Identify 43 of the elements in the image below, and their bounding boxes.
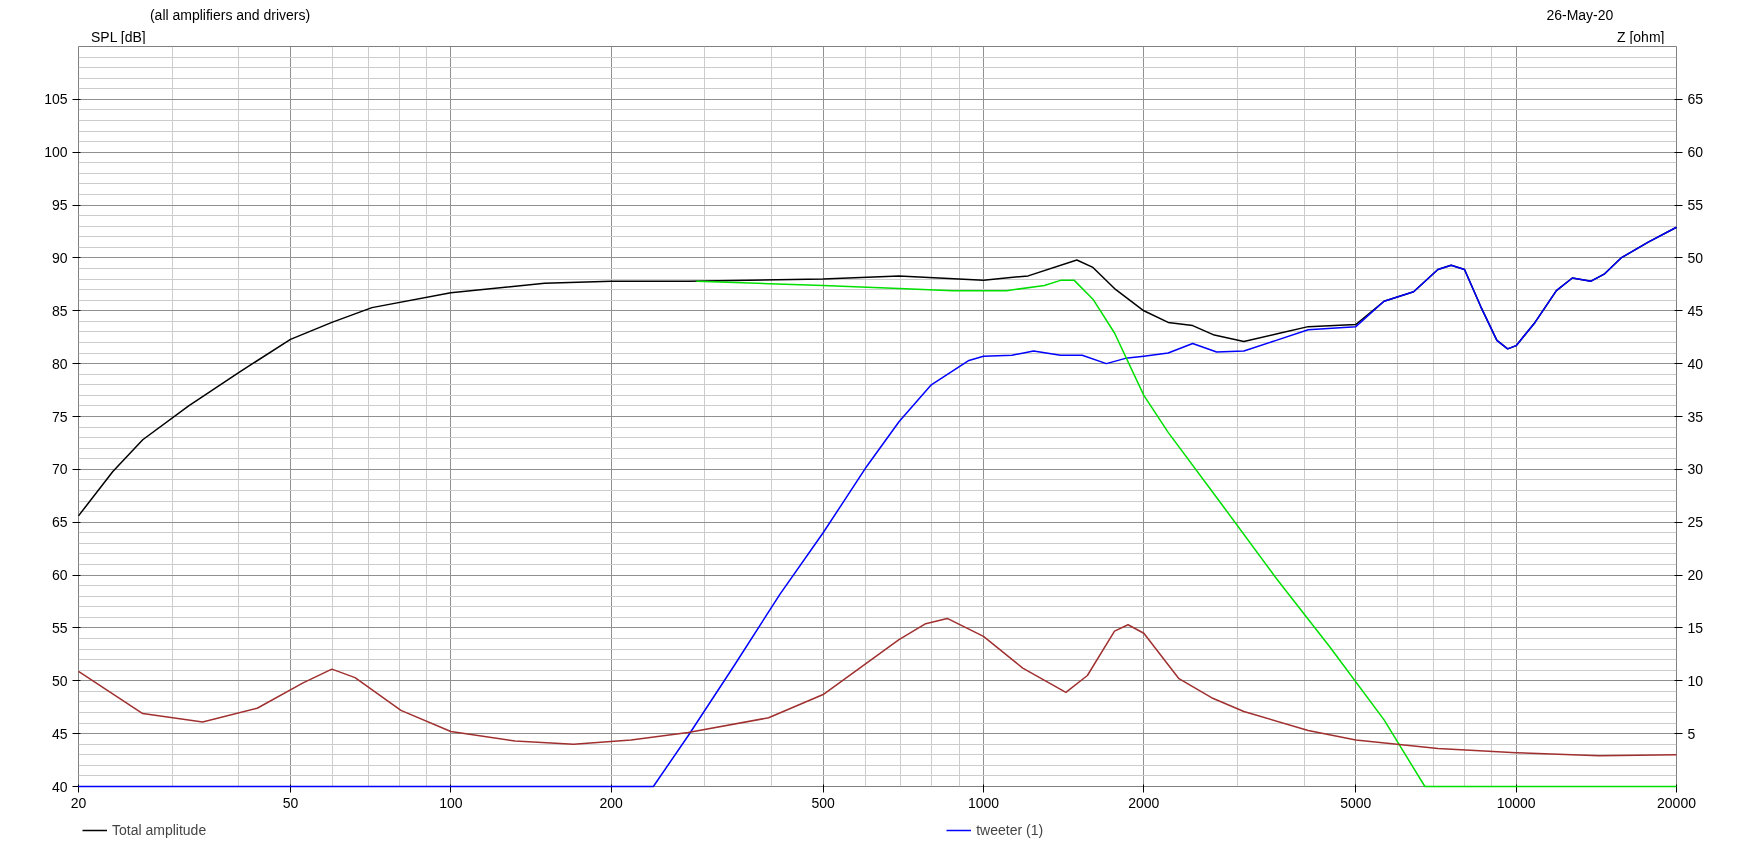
y2-tick-label: 25 — [1687, 514, 1704, 531]
y2-tick-label: 20 — [1687, 567, 1704, 584]
y-tick-label: 70 — [51, 461, 68, 478]
legend-label: Total amplitude — [112, 822, 207, 838]
y-tick-label: 65 — [51, 514, 68, 531]
y-tick-label: 50 — [51, 672, 68, 689]
y2-tick-label: 35 — [1687, 408, 1704, 425]
x-tick-label: 1000 — [967, 794, 1000, 811]
y2-tick-label: 65 — [1687, 91, 1704, 108]
y-tick-label: 75 — [51, 408, 68, 425]
y2-tick-label: 55 — [1687, 197, 1704, 214]
y-tick-label: 95 — [51, 197, 68, 214]
y2-tick-label: 10 — [1687, 672, 1704, 689]
y-tick-label: 100 — [44, 144, 68, 161]
y-tick-label: 80 — [51, 355, 68, 372]
y2-tick-label: 5 — [1687, 725, 1696, 742]
x-tick-label: 2000 — [1128, 794, 1160, 811]
y-tick-label: 60 — [51, 567, 68, 584]
x-tick-label: 20 — [70, 794, 87, 811]
y-axis-title: SPL [dB] — [91, 28, 146, 45]
text: 26-May-20 — [1546, 6, 1614, 23]
x-tick-label: 100 — [439, 794, 463, 811]
y-tick-label: 40 — [51, 778, 68, 795]
y2-tick-label: 40 — [1687, 355, 1704, 372]
x-tick-label: 50 — [282, 794, 299, 811]
y2-axis-title: Z [ohm] — [1616, 28, 1665, 45]
text: (all amplifiers and drivers) — [149, 6, 311, 23]
y2-tick-label: 50 — [1687, 249, 1704, 266]
y-tick-label: 85 — [51, 302, 68, 319]
x-tick-label: 500 — [811, 794, 836, 811]
y2-tick-label: 15 — [1687, 619, 1704, 636]
x-tick-label: 5000 — [1340, 794, 1372, 811]
x-tick-label: 20000 — [1657, 794, 1697, 811]
x-tick-label: 10000 — [1496, 794, 1536, 811]
legend-label: tweeter (1) — [976, 822, 1044, 838]
x-tick-label: 200 — [599, 794, 624, 811]
y-tick-label: 105 — [44, 91, 68, 108]
y-tick-label: 55 — [51, 619, 68, 636]
y2-tick-label: 60 — [1687, 144, 1704, 161]
y2-tick-label: 30 — [1687, 461, 1704, 478]
y2-tick-label: 45 — [1687, 302, 1704, 319]
y-tick-label: 45 — [51, 725, 68, 742]
y-tick-label: 90 — [51, 249, 68, 266]
